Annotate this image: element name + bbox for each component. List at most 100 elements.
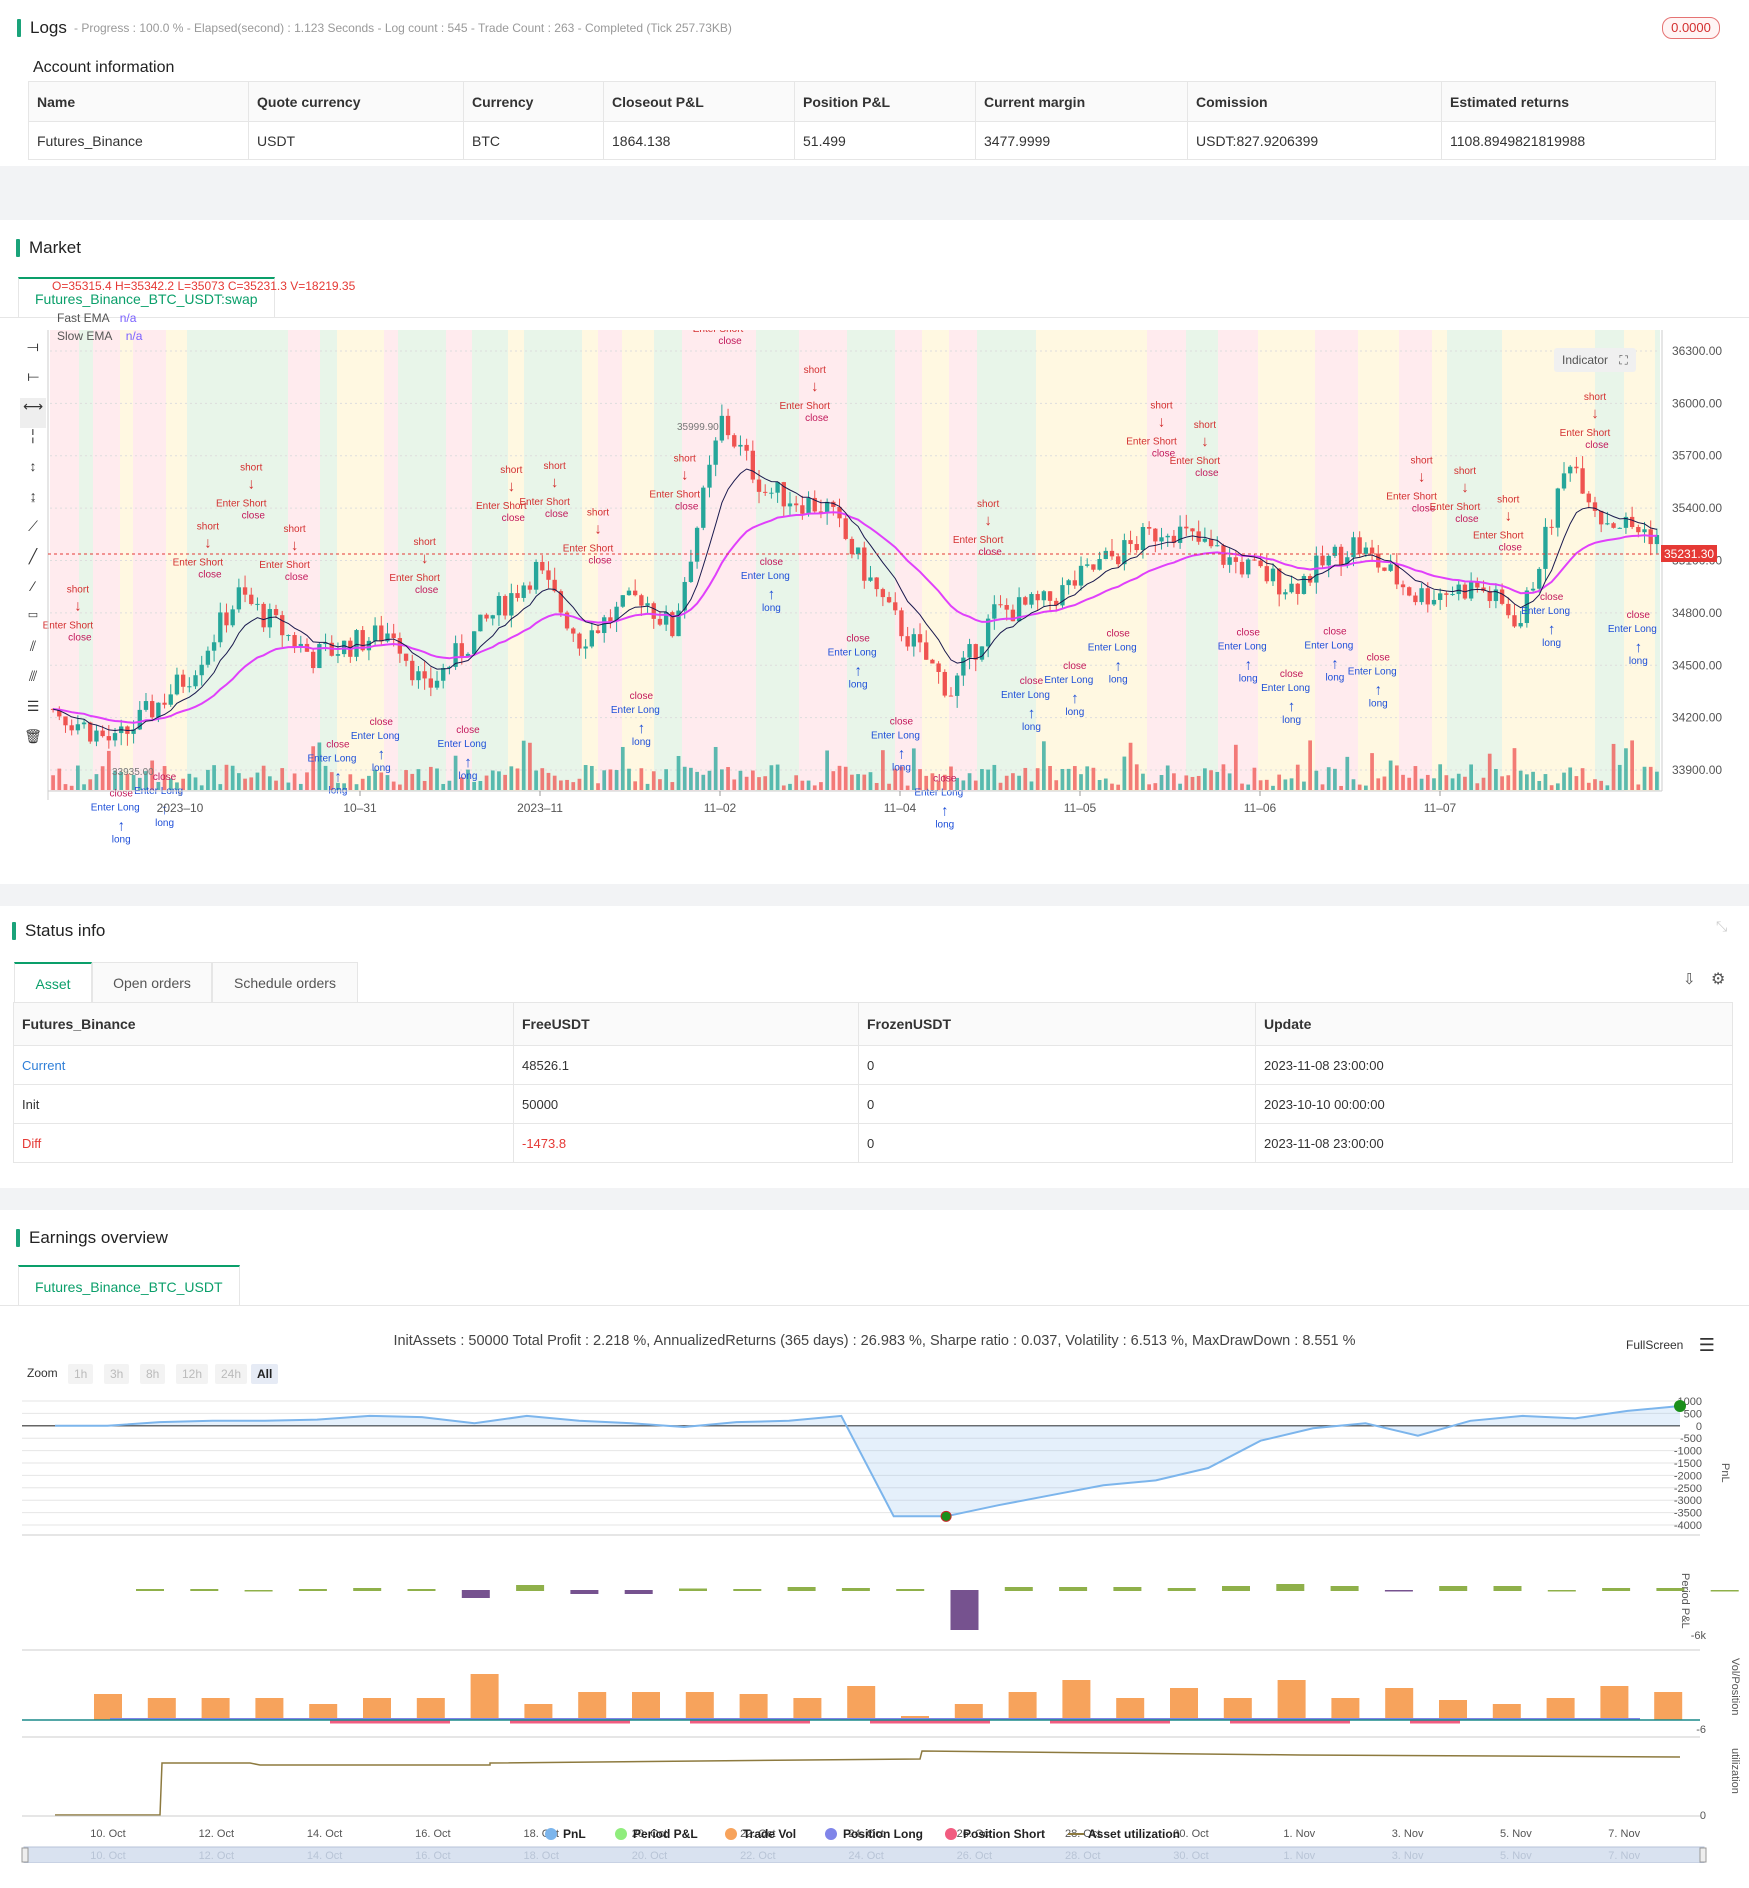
time-tick-label: 5. Nov bbox=[1500, 1828, 1532, 1840]
volume-bar bbox=[881, 750, 885, 790]
expand-icon[interactable]: ⛶ bbox=[1619, 353, 1628, 367]
zoom-8h-button[interactable]: 8h bbox=[140, 1364, 166, 1384]
ray-tool-icon[interactable]: ╱ bbox=[28, 548, 38, 564]
ohlc-readout: O=35315.4 H=35342.2 L=35073 C=35231.3 V=… bbox=[52, 279, 356, 293]
candle-body bbox=[428, 678, 433, 688]
volume-bar bbox=[1271, 785, 1275, 790]
price-range-tool-icon[interactable]: ▭ bbox=[27, 609, 39, 621]
close-label: close bbox=[1585, 440, 1609, 451]
volume-bar bbox=[1494, 769, 1498, 790]
fullscreen-button[interactable]: FullScreen ☰ bbox=[1626, 1335, 1715, 1356]
long-signal-label: long bbox=[1239, 674, 1258, 685]
navigator-tick-label: 14. Oct bbox=[307, 1850, 342, 1862]
candle-body bbox=[521, 585, 526, 598]
volume-bar bbox=[398, 784, 402, 790]
candle-body bbox=[1091, 564, 1096, 570]
horizontal-ray-tool-icon[interactable]: ⟝ bbox=[27, 368, 39, 384]
enter-long-label: Enter Long bbox=[1521, 606, 1570, 617]
tab-schedule-orders[interactable]: Schedule orders bbox=[212, 962, 358, 1002]
pitchfork-tool-icon[interactable]: ⫻ bbox=[28, 668, 38, 684]
logs-badge: 0.0000 bbox=[1662, 17, 1720, 39]
volume-bar bbox=[416, 769, 421, 790]
volume-bar bbox=[651, 771, 656, 790]
market-symbol-tab[interactable]: Futures_Binance_BTC_USDT:swap bbox=[18, 277, 275, 317]
zoom-3h-button[interactable]: 3h bbox=[104, 1364, 130, 1384]
candle-body bbox=[1227, 557, 1232, 565]
pnl-tick-label: -1500 bbox=[1674, 1458, 1702, 1470]
volume-bar bbox=[911, 748, 916, 790]
candle-body bbox=[818, 511, 824, 513]
trend-line-tool-icon[interactable]: ⟋ bbox=[28, 518, 38, 534]
zoom-12h-button[interactable]: 12h bbox=[176, 1364, 209, 1384]
candle-body bbox=[645, 603, 650, 606]
legend-item[interactable]: PnL bbox=[563, 1827, 586, 1841]
navigator-left-handle[interactable] bbox=[21, 1847, 29, 1863]
vertical-ray-tool-icon[interactable]: ↕ bbox=[29, 458, 37, 474]
volume-bar bbox=[1636, 784, 1641, 790]
indicator-button[interactable]: Indicator ⛶ bbox=[1554, 348, 1636, 372]
tab-open-orders[interactable]: Open orders bbox=[92, 962, 212, 1002]
legend-item[interactable]: Trade Vol bbox=[743, 1827, 796, 1841]
volume-bar bbox=[1339, 785, 1343, 790]
legend-item[interactable]: Period P&L bbox=[633, 1827, 698, 1841]
cell: 0 bbox=[858, 1045, 1256, 1085]
legend-item[interactable]: Position Long bbox=[843, 1827, 923, 1841]
volume-bar bbox=[1011, 773, 1015, 790]
earnings-symbol-tab[interactable]: Futures_Binance_BTC_USDT bbox=[18, 1265, 240, 1305]
volume-bar bbox=[137, 777, 142, 790]
candle-body bbox=[608, 617, 613, 622]
earnings-legend[interactable]: PnL Period P&L Trade Vol Position Long Posit… bbox=[545, 1827, 1180, 1841]
collapse-icon[interactable]: ⤡ bbox=[1716, 918, 1728, 934]
long-arrow-icon: ↑ bbox=[898, 745, 906, 762]
candle-body bbox=[366, 640, 372, 651]
settings-gear-icon[interactable]: ⚙ bbox=[1711, 971, 1726, 988]
horizontal-line-tool-icon[interactable]: ⟞ bbox=[27, 338, 39, 354]
navigator-right-handle[interactable] bbox=[1699, 1847, 1707, 1863]
download-icon[interactable]: ⇩ bbox=[1683, 971, 1696, 988]
volume-bar bbox=[726, 767, 730, 790]
candle-body bbox=[843, 518, 848, 539]
volume-bar bbox=[942, 774, 947, 790]
navigator-tick-label: 1. Nov bbox=[1283, 1850, 1315, 1862]
parallel-channel-tool-icon[interactable]: ⫽ bbox=[29, 638, 37, 654]
enter-short-label: Enter Short bbox=[649, 490, 700, 501]
candle-body bbox=[168, 694, 173, 705]
earnings-chart[interactable]: 10005000-500-1000-1500-2000-2500-3000-35… bbox=[0, 1393, 1749, 1863]
segment-tool-icon[interactable]: ∕ bbox=[31, 578, 35, 594]
logs-title-text: Logs bbox=[30, 18, 67, 37]
menu-icon[interactable]: ☰ bbox=[1698, 1335, 1715, 1355]
legend-name: Slow EMA bbox=[57, 329, 113, 343]
volume-bar bbox=[1048, 765, 1052, 790]
period-pnl-bar bbox=[1276, 1584, 1305, 1591]
range-navigator[interactable]: 10. Oct 12. Oct 14. Oct 16. Oct 18. Oct 20. O… bbox=[21, 1846, 1707, 1863]
price-tick-label: 36300.00 bbox=[1672, 344, 1722, 358]
vertical-segment-tool-icon[interactable]: ↨ bbox=[29, 488, 37, 504]
candle-body bbox=[1382, 567, 1387, 571]
zoom-1h-button[interactable]: 1h bbox=[68, 1364, 94, 1384]
volume-bar bbox=[812, 785, 817, 790]
trade-vol-bar bbox=[1008, 1692, 1037, 1720]
legend-swatch bbox=[725, 1828, 737, 1840]
trade-vol-bar bbox=[94, 1694, 122, 1720]
table-row: Current 48526.1 0 2023-11-08 23:00:00 bbox=[13, 1045, 1733, 1085]
long-arrow-icon: ↑ bbox=[1375, 681, 1383, 698]
trade-vol-bar bbox=[632, 1692, 660, 1720]
legend-item[interactable]: Position Short bbox=[963, 1827, 1045, 1841]
enter-long-label: Enter Long bbox=[1261, 683, 1310, 694]
vertical-line-tool-icon[interactable]: ╎ bbox=[28, 428, 38, 444]
candle-body bbox=[1010, 609, 1016, 622]
volume-bar bbox=[521, 740, 526, 790]
volume-bar bbox=[1116, 784, 1121, 790]
volume-bar bbox=[410, 773, 415, 790]
zoom-24h-button[interactable]: 24h bbox=[215, 1364, 248, 1384]
candle-body bbox=[670, 612, 675, 637]
zoom-all-button[interactable]: All bbox=[251, 1364, 279, 1384]
fib-tool-icon[interactable]: ☰ bbox=[26, 698, 40, 714]
extended-line-tool-icon[interactable]: ⟷ bbox=[20, 398, 46, 428]
trash-icon[interactable]: 🗑 bbox=[24, 728, 42, 744]
legend-item[interactable]: Asset utilization bbox=[1088, 1827, 1180, 1841]
tab-asset[interactable]: Asset bbox=[14, 962, 92, 1002]
enter-long-label: Enter Long bbox=[1044, 675, 1093, 686]
volume-bar bbox=[1586, 782, 1591, 790]
